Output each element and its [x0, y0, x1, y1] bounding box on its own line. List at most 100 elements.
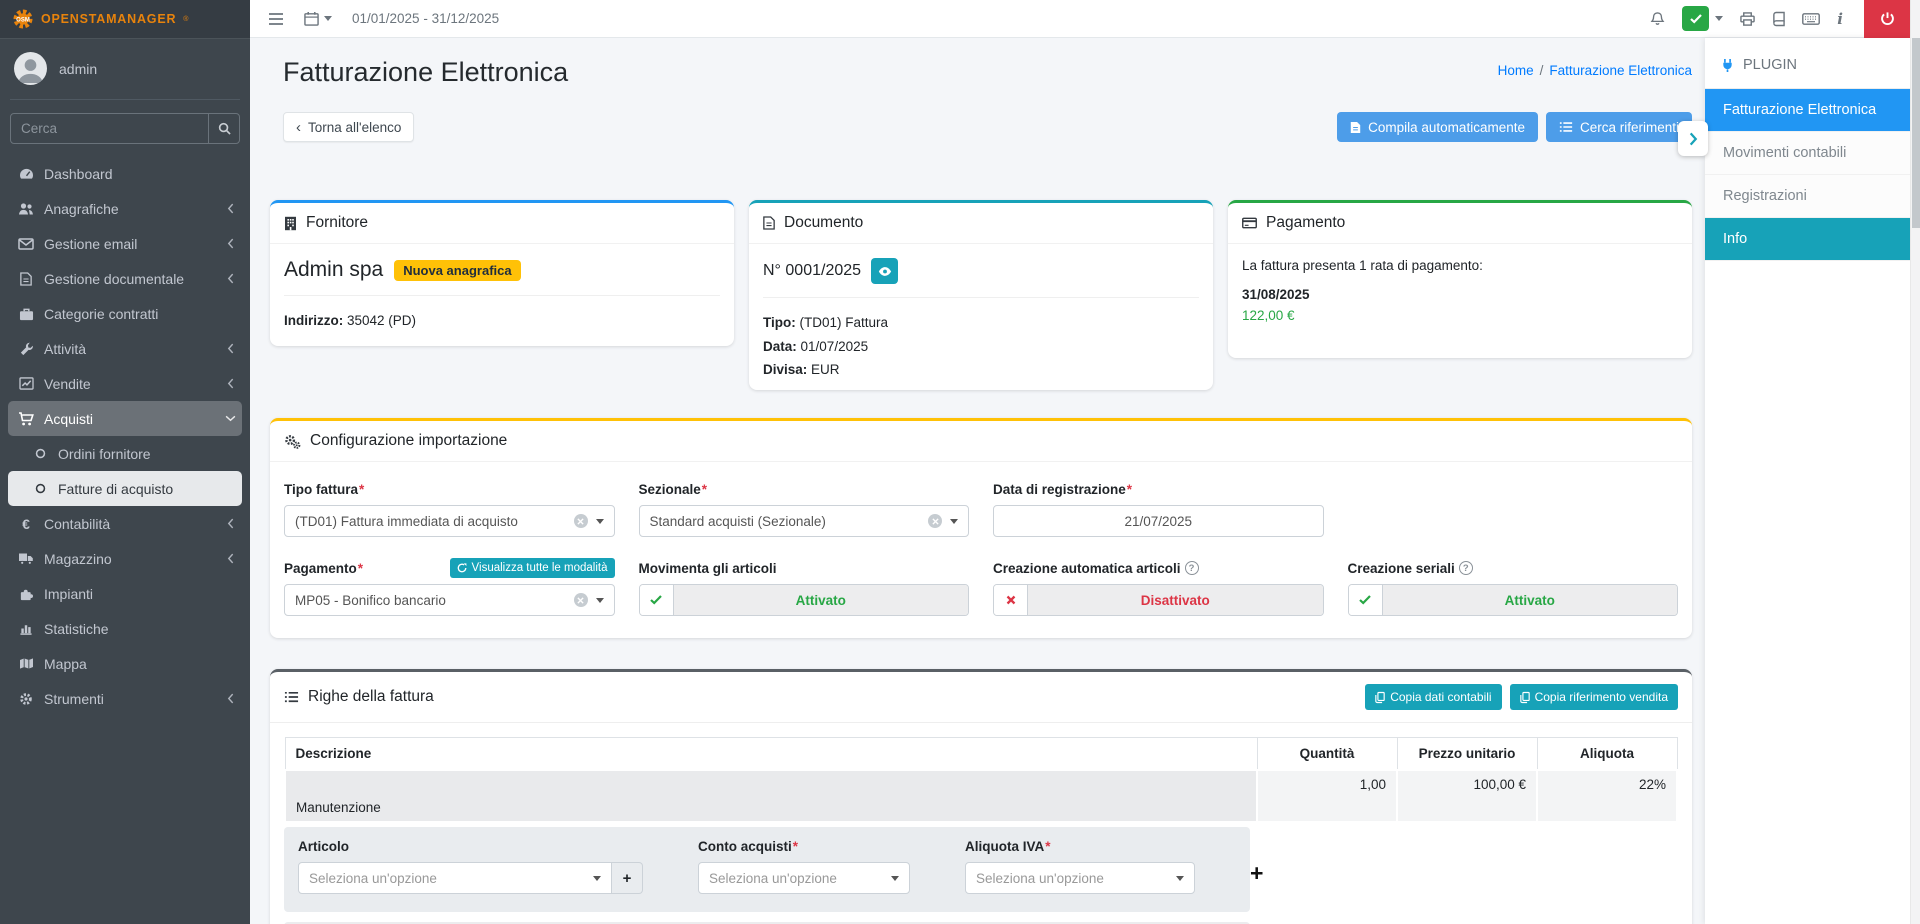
breadcrumb-separator: / — [1539, 63, 1544, 78]
copy-accounting-data-button[interactable]: Copia dati contabili — [1365, 684, 1502, 710]
search-input[interactable] — [11, 114, 208, 143]
brand-link[interactable]: OSM OpenSTAManager ® — [0, 0, 250, 38]
sidebar-item-acquisti[interactable]: Acquisti — [8, 401, 242, 436]
plugin-panel-title: PLUGIN — [1743, 57, 1797, 73]
x-icon — [994, 585, 1028, 615]
sidebar-item-categorie-contratti[interactable]: Categorie contratti — [8, 296, 242, 331]
view-invoice-button[interactable] — [871, 258, 899, 284]
field-movimenta-articoli: Movimenta gli articoli Attivato — [638, 557, 969, 616]
plugin-tab-registrazioni[interactable]: Registrazioni — [1705, 175, 1910, 218]
clear-icon[interactable] — [928, 514, 942, 528]
payment-card-title: Pagamento — [1266, 214, 1346, 231]
copy-sale-reference-button[interactable]: Copia riferimento vendita — [1509, 684, 1678, 710]
page-scrollbar[interactable] — [1910, 0, 1920, 924]
logo-gear-icon: OSM — [12, 8, 34, 30]
sidebar-item-ordini-fornitore[interactable]: Ordini fornitore — [8, 436, 242, 471]
row-quantita: 1,00 — [1256, 769, 1398, 823]
currency-label: Divisa: — [763, 362, 808, 378]
check-status-button[interactable] — [1682, 6, 1710, 31]
plugin-tab-info[interactable]: Info — [1705, 218, 1910, 261]
plugin-tab-fatturazione-elettronica[interactable]: Fatturazione Elettronica — [1705, 89, 1910, 132]
autofill-button[interactable]: Compila automaticamente — [1337, 112, 1538, 142]
tipo-fattura-select[interactable]: (TD01) Fattura immediata di acquisto — [284, 505, 615, 537]
articolo-select[interactable]: Seleziona un'opzione — [298, 862, 612, 894]
logout-button[interactable] — [1864, 0, 1910, 38]
field-creazione-articoli: Creazione automatica articoli? Disattiva… — [993, 557, 1324, 616]
sidebar-item-strumenti[interactable]: Strumenti — [8, 681, 242, 716]
data-registrazione-input[interactable] — [993, 505, 1324, 537]
clear-icon[interactable] — [573, 593, 588, 607]
users-icon — [16, 202, 36, 216]
table-row[interactable]: Manutenzione 1,00 100,00 € 22% — [284, 769, 1678, 823]
sidebar-item-gestione-email[interactable]: Gestione email — [8, 226, 242, 261]
creazione-seriali-toggle[interactable]: Attivato — [1347, 584, 1678, 616]
aliquota-iva-label: Aliquota IVA — [965, 839, 1045, 854]
add-row-mapping-button[interactable]: + — [1250, 860, 1264, 886]
user-panel[interactable]: admin — [0, 38, 250, 97]
keyboard-icon[interactable] — [1802, 12, 1821, 25]
aliquota-iva-select[interactable]: Seleziona un'opzione — [965, 862, 1195, 894]
sidebar-item-dashboard[interactable]: Dashboard — [8, 156, 242, 191]
new-record-badge: Nuova anagrafica — [394, 259, 521, 281]
sidebar-item-vendite[interactable]: Vendite — [8, 366, 242, 401]
conto-acquisti-select[interactable]: Seleziona un'opzione — [698, 862, 910, 894]
search-references-label: Cerca riferimenti — [1579, 119, 1679, 135]
clear-icon[interactable] — [573, 514, 588, 528]
show-all-payment-methods-button[interactable]: Visualizza tutte le modalità — [449, 558, 615, 578]
config-form: Tipo fattura * (TD01) Fattura immediata d… — [270, 462, 1692, 636]
chevron-left-icon — [227, 378, 234, 389]
next-row-strip — [284, 922, 1250, 924]
sidebar-item-fatture-di-acquisto[interactable]: Fatture di acquisto — [8, 471, 242, 506]
check-icon — [639, 585, 674, 615]
caret-down-icon — [324, 16, 332, 21]
date-range[interactable]: 01/01/2025 - 31/12/2025 — [352, 11, 500, 26]
bell-icon[interactable] — [1650, 11, 1665, 27]
movimenta-toggle[interactable]: Attivato — [638, 584, 969, 616]
sidebar-item-statistiche[interactable]: Statistiche — [8, 611, 242, 646]
caret-down-icon — [1715, 16, 1724, 21]
book-icon[interactable] — [1772, 11, 1786, 27]
gear-icon — [16, 692, 36, 706]
back-to-list-button[interactable]: ‹ Torna all'elenco — [283, 112, 415, 142]
breadcrumb-current-link[interactable]: Fatturazione Elettronica — [1549, 63, 1692, 78]
sidebar-item-attivita[interactable]: Attività — [8, 331, 242, 366]
payment-card: Pagamento La fattura presenta 1 rata di … — [1228, 200, 1692, 358]
table-header-row: Descrizione Quantità Prezzo unitario Ali… — [284, 737, 1678, 771]
creazione-articoli-toggle[interactable]: Disattivato — [993, 584, 1324, 616]
pagamento-label: Pagamento — [284, 560, 357, 576]
list-icon — [1559, 121, 1573, 133]
info-icon[interactable]: i — [1837, 9, 1843, 28]
plugin-panel-toggle-button[interactable] — [1678, 121, 1708, 156]
help-icon[interactable]: ? — [1458, 561, 1473, 575]
chevron-left-icon — [227, 273, 234, 284]
sezionale-select[interactable]: Standard acquisti (Sezionale) — [638, 505, 969, 537]
breadcrumb-home-link[interactable]: Home — [1497, 63, 1534, 78]
status-dropdown[interactable] — [1682, 6, 1724, 31]
sidebar-item-impianti[interactable]: Impianti — [8, 576, 242, 611]
tachometer-icon — [16, 167, 36, 180]
plugin-panel-header: PLUGIN — [1705, 38, 1910, 89]
sidebar: OSM OpenSTAManager ® admin Dashboard — [0, 0, 250, 924]
help-icon[interactable]: ? — [1184, 561, 1199, 575]
plugin-tab-movimenti-contabili[interactable]: Movimenti contabili — [1705, 132, 1910, 175]
sezionale-value: Standard acquisti (Sezionale) — [649, 513, 826, 529]
pagamento-select[interactable]: MP05 - Bonifico bancario — [284, 584, 615, 616]
required-marker: * — [1045, 839, 1051, 854]
sidebar-item-anagrafiche[interactable]: Anagrafiche — [8, 191, 242, 226]
col-quantita: Quantità — [1256, 737, 1398, 771]
period-picker[interactable] — [304, 11, 332, 26]
breadcrumb: Home / Fatturazione Elettronica — [1498, 63, 1692, 88]
sidebar-item-gestione-documentale[interactable]: Gestione documentale — [8, 261, 242, 296]
sidebar-item-mappa[interactable]: Mappa — [8, 646, 242, 681]
supplier-card-body: Admin spa Nuova anagrafica Indirizzo: 35… — [270, 244, 734, 346]
printer-icon[interactable] — [1740, 11, 1756, 27]
search-references-button[interactable]: Cerca riferimenti — [1545, 112, 1692, 142]
scrollbar-thumb[interactable] — [1912, 38, 1920, 228]
sidebar-item-contabilita[interactable]: € Contabilità — [8, 506, 242, 541]
sidebar-item-magazzino[interactable]: Magazzino — [8, 541, 242, 576]
search-button[interactable] — [208, 114, 239, 143]
add-article-button[interactable]: + — [612, 862, 643, 894]
hamburger-icon[interactable] — [268, 12, 284, 26]
col-aliquota: Aliquota — [1536, 737, 1678, 771]
back-button-label: Torna all'elenco — [308, 119, 402, 135]
